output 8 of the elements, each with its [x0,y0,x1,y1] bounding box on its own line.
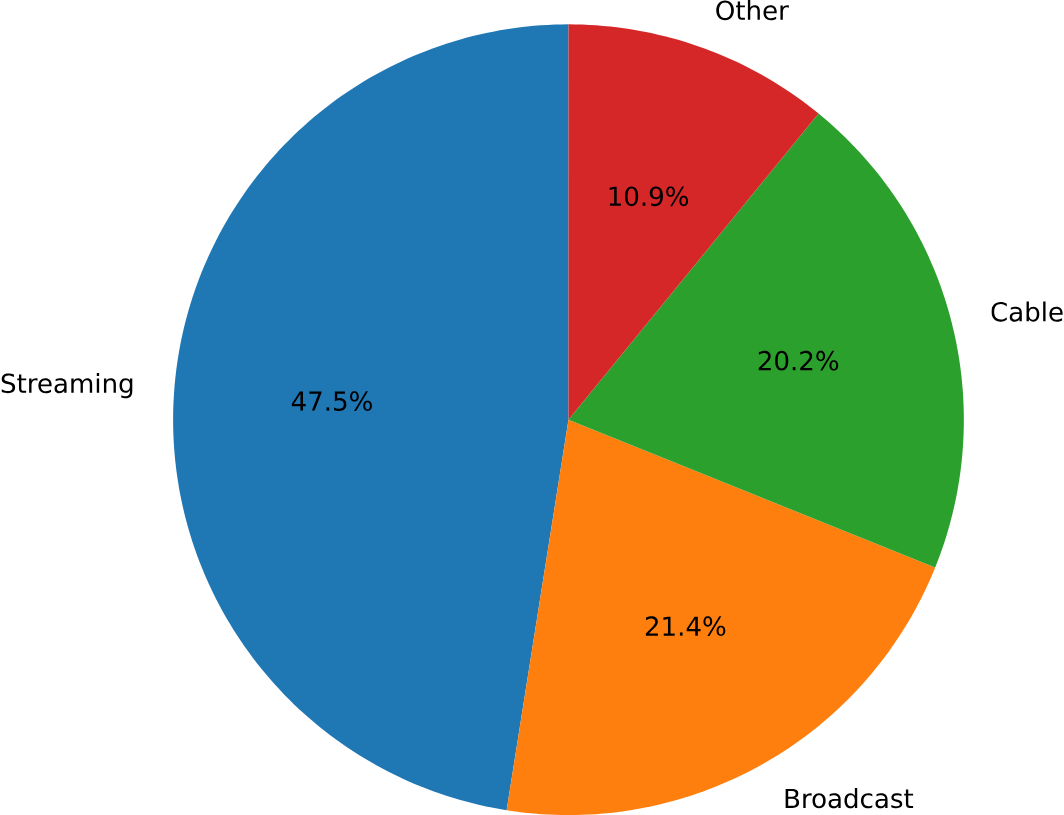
slice-label: Other [716,0,789,21]
data-label: 10.9% [609,186,689,207]
data-label: 47.5% [291,391,372,411]
slice-label: Broadcast [785,788,914,809]
slice-label: Cable [991,301,1063,322]
slice-label: Streaming [1,372,133,399]
data-label: 21.4% [645,616,726,636]
data-label: 20.2% [758,350,839,371]
